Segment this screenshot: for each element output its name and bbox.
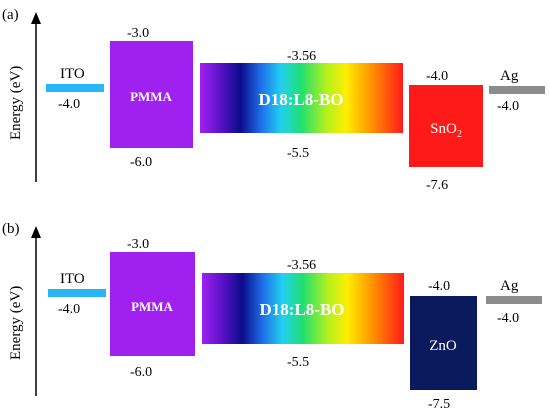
- panel-tag: (b): [2, 221, 20, 237]
- active-bottom-value: -5.5: [287, 146, 309, 161]
- pmma-bottom-value: -6.0: [130, 155, 152, 170]
- pmma-block: [110, 41, 193, 148]
- etl-label: ZnO: [429, 338, 457, 354]
- active-top-value: -3.56: [287, 49, 316, 64]
- panel-a: (a) Energy (eV) ITO -4.0 -3.0 PMMA -6.0 …: [2, 7, 545, 193]
- active-layer-block: [202, 273, 404, 344]
- panel-b: (b) Energy (eV) ITO -4.0 -3.0 PMMA -6.0 …: [2, 221, 542, 412]
- etl-bottom-value: -7.6: [426, 178, 448, 193]
- active-layer-block: [200, 63, 403, 133]
- panel-tag: (a): [2, 7, 19, 23]
- pmma-top-value: -3.0: [127, 26, 149, 41]
- etl-top-value: -4.0: [428, 279, 450, 294]
- ag-value: -4.0: [497, 311, 519, 326]
- ag-label: Ag: [500, 278, 519, 294]
- pmma-block: [110, 252, 195, 356]
- axis-arrow-icon: [31, 12, 41, 24]
- etl-label: SnO2: [430, 121, 462, 140]
- ag-value: -4.0: [497, 99, 519, 114]
- etl-block: [410, 296, 477, 390]
- etl-top-value: -4.0: [426, 69, 448, 84]
- ito-level: [46, 84, 104, 92]
- ito-value: -4.0: [58, 302, 80, 317]
- ag-level: [489, 86, 545, 94]
- pmma-label: PMMA: [130, 89, 172, 104]
- ag-label: Ag: [500, 68, 519, 84]
- active-bottom-value: -5.5: [287, 355, 309, 370]
- active-layer-label: D18:L8-BO: [260, 300, 345, 319]
- etl-block: [409, 85, 483, 167]
- etl-bottom-value: -7.5: [428, 397, 450, 412]
- ag-level: [486, 296, 542, 304]
- active-top-value: -3.56: [287, 258, 316, 273]
- ito-label: ITO: [60, 66, 85, 82]
- ito-level: [48, 289, 106, 297]
- pmma-bottom-value: -6.0: [130, 365, 152, 380]
- axis-label: Energy (eV): [8, 286, 24, 360]
- active-layer-label: D18:L8-BO: [259, 90, 344, 109]
- pmma-label: PMMA: [131, 299, 173, 314]
- axis-label: Energy (eV): [8, 66, 24, 140]
- pmma-top-value: -3.0: [127, 237, 149, 252]
- axis-arrow-icon: [31, 226, 41, 238]
- ito-label: ITO: [60, 271, 85, 287]
- ito-value: -4.0: [58, 97, 80, 112]
